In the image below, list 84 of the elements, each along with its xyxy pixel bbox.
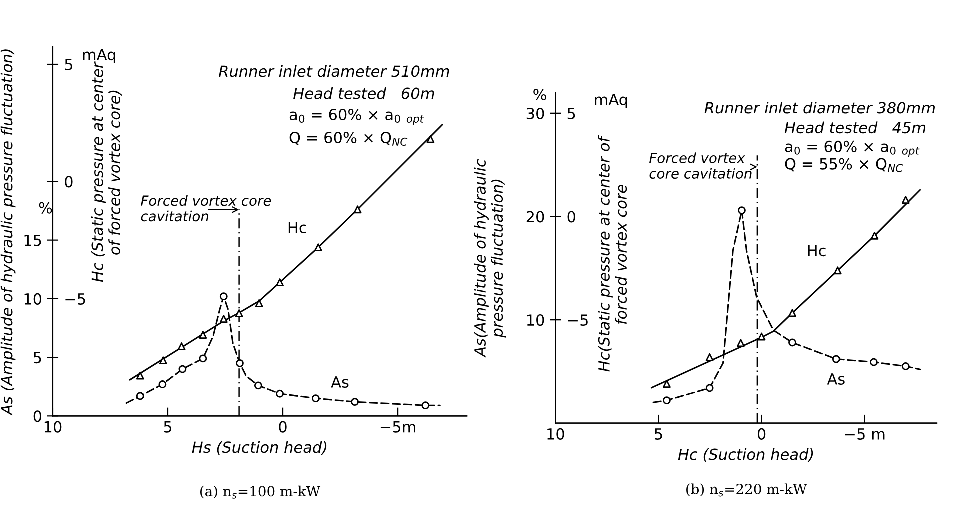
point	[178, 342, 186, 350]
annotation: Head tested 45m	[784, 122, 926, 134]
point	[738, 206, 746, 215]
y2-tick-label: 0	[65, 176, 73, 188]
point	[663, 396, 671, 405]
point	[902, 196, 910, 204]
x-axis-title: Hs (Suction head)	[192, 441, 327, 455]
point	[354, 206, 362, 214]
y-tick-label: 5	[34, 352, 42, 364]
point	[136, 372, 144, 380]
x-axis-title: Hc (Suction head)	[678, 448, 814, 462]
series-label: As	[331, 376, 349, 388]
point	[422, 402, 430, 410]
point	[314, 244, 322, 252]
annotation: Runner inlet diameter 380mm	[704, 102, 935, 114]
point	[276, 390, 284, 398]
text: %	[534, 89, 546, 101]
annotation: Forced vortex core cavitation	[141, 195, 272, 222]
y2-tick-label: −5	[66, 294, 86, 305]
annotation: a$_{0}$ = 60% × a$_{0 opt}$	[290, 108, 424, 126]
y-tick-label: 15	[24, 234, 42, 246]
y2-tick-label: −5	[568, 314, 588, 326]
annotation: mAq	[83, 49, 116, 64]
point	[159, 356, 168, 365]
annotation: Forced vortex core cavitation	[649, 152, 752, 179]
annotation: a$_{0}$ = 60% × a$_{0 opt}$	[785, 140, 920, 157]
x-tick-label: −5m	[380, 421, 416, 433]
point	[706, 353, 714, 362]
x-tick-label: 10	[548, 428, 564, 440]
point	[870, 358, 878, 366]
y-tick-label: 10	[24, 293, 42, 305]
point	[870, 232, 879, 240]
y2-axis-title: Hc(Static pressure at center of forced vortex core	[598, 135, 628, 372]
y2-tick-label: 0	[568, 211, 576, 223]
text: (b) n$_{s}$=220 m-kW	[686, 484, 808, 497]
y-tick-label: 30	[526, 108, 544, 120]
annotation: Q = 55% × Q$_{NC}$	[785, 158, 904, 172]
y-tick-label: 10	[527, 314, 544, 326]
point	[235, 310, 244, 318]
text: %	[39, 202, 52, 214]
point	[158, 380, 167, 388]
point	[255, 299, 264, 308]
annotation: Head tested 60m	[294, 88, 434, 100]
point	[136, 392, 144, 400]
point	[276, 278, 284, 286]
x-tick-label: 0	[758, 428, 766, 440]
annotation: mAq	[595, 94, 628, 108]
point	[788, 338, 796, 347]
point	[199, 354, 208, 363]
y-axis-title: As(Amplitude of hydraulic pressure fluctuation)	[474, 159, 506, 358]
point	[254, 382, 262, 390]
point	[426, 135, 435, 144]
point	[220, 315, 228, 324]
annotation: Runner inlet diameter 510mm	[219, 65, 450, 78]
y2-tick-label: 5	[65, 59, 72, 71]
x-tick-label: 0	[279, 421, 287, 433]
point	[834, 266, 842, 275]
point	[220, 292, 228, 301]
series-label: Hc	[288, 222, 306, 234]
annotation: Q = 60% × Q$_{NC}$	[290, 132, 408, 146]
y2-axis-title: Hc (Static pressure at center of forced vortex core)	[91, 62, 122, 282]
point	[663, 380, 671, 388]
y-tick-label: 0	[34, 410, 42, 422]
y-axis-title: As (Amplitude of hydraulic pressure fluctuation)	[0, 50, 16, 416]
x-tick-label: 5	[655, 428, 662, 440]
text: (a) n$_{s}$=100 m-kW	[200, 486, 321, 499]
series-label: Hc	[808, 245, 826, 257]
series-label: As	[827, 374, 845, 385]
point	[351, 398, 359, 406]
point	[236, 359, 244, 368]
point	[706, 384, 714, 392]
point	[199, 331, 208, 339]
point	[312, 394, 320, 403]
point	[832, 355, 840, 364]
x-tick-label: −5 m	[845, 428, 885, 440]
point	[737, 339, 745, 348]
point	[178, 365, 187, 374]
y-tick-label: 20	[526, 211, 544, 223]
point	[902, 362, 910, 370]
point	[758, 332, 766, 341]
x-tick-label: 10	[44, 421, 62, 433]
x-tick-label: 5	[164, 421, 172, 433]
point	[788, 309, 796, 318]
y2-tick-label: 5	[568, 108, 576, 120]
